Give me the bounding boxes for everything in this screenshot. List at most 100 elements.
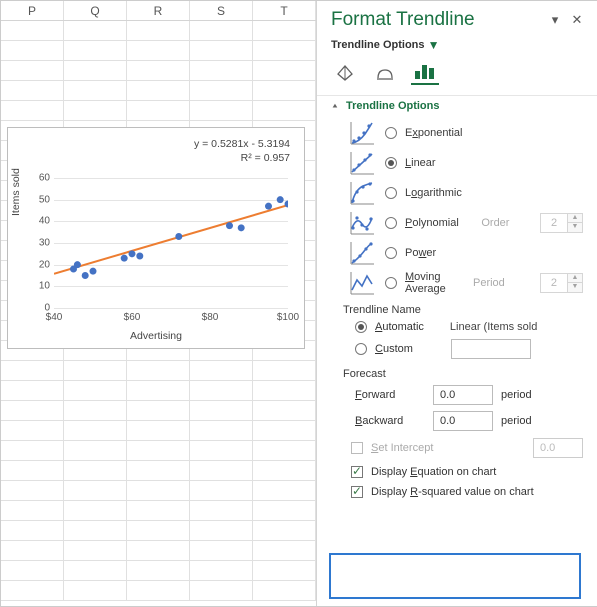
cell[interactable] — [190, 81, 253, 100]
cell[interactable] — [127, 41, 190, 60]
cell[interactable] — [64, 41, 127, 60]
cell[interactable] — [1, 481, 64, 500]
cell[interactable] — [253, 441, 316, 460]
embedded-chart[interactable]: y = 0.5281x - 5.3194 R² = 0.957 Items so… — [7, 127, 305, 349]
cell[interactable] — [64, 541, 127, 560]
cell[interactable] — [190, 421, 253, 440]
column-header[interactable]: P — [1, 1, 64, 20]
cell[interactable] — [253, 501, 316, 520]
cell[interactable] — [64, 581, 127, 600]
backward-input[interactable]: 0.0 — [433, 411, 493, 431]
radio-logarithmic[interactable] — [385, 187, 397, 199]
cell[interactable] — [190, 361, 253, 380]
cell[interactable] — [127, 101, 190, 120]
cell[interactable] — [253, 521, 316, 540]
cell[interactable] — [190, 521, 253, 540]
cell[interactable] — [127, 421, 190, 440]
cell[interactable] — [1, 501, 64, 520]
cell[interactable] — [190, 461, 253, 480]
checkbox-display-equation[interactable] — [351, 466, 363, 478]
cell[interactable] — [1, 461, 64, 480]
radio-name-automatic[interactable] — [355, 321, 367, 333]
cell[interactable] — [127, 581, 190, 600]
cell[interactable] — [127, 461, 190, 480]
cell[interactable] — [64, 461, 127, 480]
cell[interactable] — [1, 561, 64, 580]
custom-name-input[interactable] — [451, 339, 531, 359]
cell[interactable] — [190, 381, 253, 400]
cell[interactable] — [127, 61, 190, 80]
cell[interactable] — [253, 101, 316, 120]
cell[interactable] — [190, 561, 253, 580]
checkbox-display-r-squared[interactable] — [351, 486, 363, 498]
cell[interactable] — [64, 381, 127, 400]
fill-line-tab-icon[interactable] — [331, 59, 359, 85]
cell[interactable] — [127, 21, 190, 40]
cell[interactable] — [253, 421, 316, 440]
cell[interactable] — [127, 361, 190, 380]
cell[interactable] — [190, 41, 253, 60]
cell[interactable] — [64, 361, 127, 380]
cell[interactable] — [127, 521, 190, 540]
cell[interactable] — [127, 401, 190, 420]
radio-linear[interactable] — [385, 157, 397, 169]
cell[interactable] — [190, 101, 253, 120]
cell[interactable] — [1, 101, 64, 120]
effects-tab-icon[interactable] — [371, 59, 399, 85]
column-header[interactable]: S — [190, 1, 253, 20]
section-trendline-options[interactable]: Trendline Options — [317, 95, 597, 118]
column-header[interactable]: R — [127, 1, 190, 20]
cell[interactable] — [127, 441, 190, 460]
cell[interactable] — [64, 561, 127, 580]
cell[interactable] — [64, 441, 127, 460]
cell[interactable] — [253, 481, 316, 500]
cell[interactable] — [64, 521, 127, 540]
cell[interactable] — [190, 21, 253, 40]
cell[interactable] — [253, 541, 316, 560]
cell[interactable] — [1, 401, 64, 420]
cell[interactable] — [127, 81, 190, 100]
radio-exponential[interactable] — [385, 127, 397, 139]
cell[interactable] — [64, 481, 127, 500]
cell[interactable] — [253, 361, 316, 380]
cell[interactable] — [127, 541, 190, 560]
radio-polynomial[interactable] — [385, 217, 397, 229]
cell[interactable] — [127, 501, 190, 520]
cell[interactable] — [190, 581, 253, 600]
cell[interactable] — [64, 61, 127, 80]
cell[interactable] — [253, 561, 316, 580]
cell[interactable] — [1, 421, 64, 440]
cell[interactable] — [1, 361, 64, 380]
cell[interactable] — [64, 81, 127, 100]
cell[interactable] — [253, 401, 316, 420]
column-header[interactable]: T — [253, 1, 316, 20]
checkbox-set-intercept[interactable] — [351, 442, 363, 454]
cell[interactable] — [253, 461, 316, 480]
trendline-options-tab-icon[interactable] — [411, 59, 439, 85]
cell[interactable] — [64, 421, 127, 440]
cell[interactable] — [190, 441, 253, 460]
cell[interactable] — [1, 61, 64, 80]
cell[interactable] — [253, 381, 316, 400]
cell[interactable] — [1, 21, 64, 40]
cell[interactable] — [64, 101, 127, 120]
cell[interactable] — [1, 41, 64, 60]
cell[interactable] — [253, 81, 316, 100]
cell[interactable] — [1, 541, 64, 560]
cell[interactable] — [253, 61, 316, 80]
column-header[interactable]: Q — [64, 1, 127, 20]
radio-power[interactable] — [385, 247, 397, 259]
cell[interactable] — [1, 81, 64, 100]
cell[interactable] — [190, 481, 253, 500]
cell[interactable] — [253, 41, 316, 60]
cell[interactable] — [127, 481, 190, 500]
cell[interactable] — [190, 61, 253, 80]
cell[interactable] — [253, 21, 316, 40]
panel-subheader[interactable]: Trendline Options ▼ — [317, 35, 597, 57]
cell[interactable] — [1, 521, 64, 540]
cell[interactable] — [127, 381, 190, 400]
cell[interactable] — [1, 581, 64, 600]
cell[interactable] — [190, 401, 253, 420]
radio-name-custom[interactable] — [355, 343, 367, 355]
radio-moving-average[interactable] — [385, 277, 397, 289]
